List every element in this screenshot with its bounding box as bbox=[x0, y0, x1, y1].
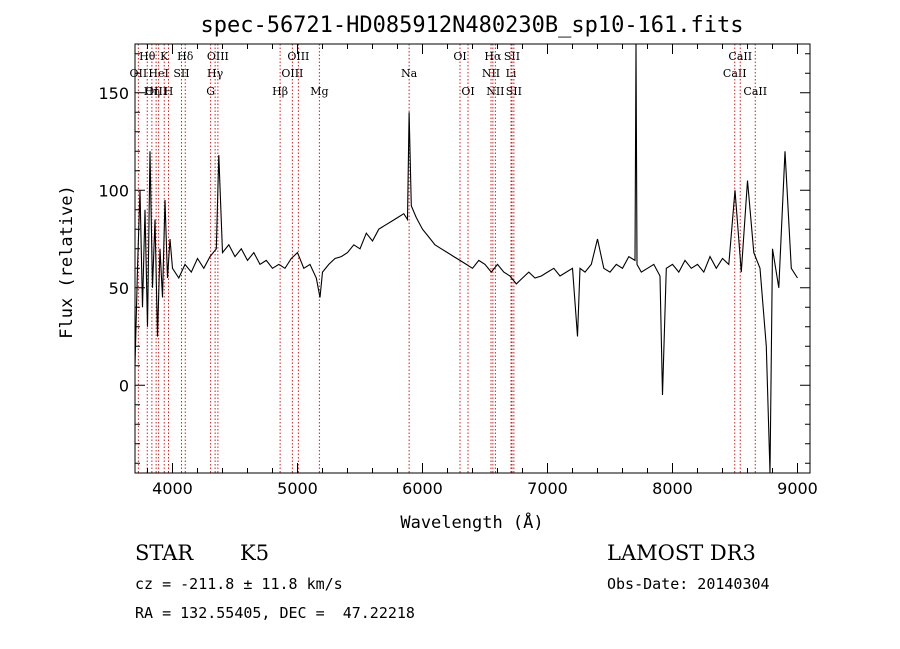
spectral-line-label: HeI bbox=[148, 67, 168, 80]
spectral-line-label: K bbox=[160, 50, 169, 63]
chart-title: spec-56721-HD085912N480230B_sp10-161.fit… bbox=[200, 13, 743, 38]
y-tick-label: 150 bbox=[98, 84, 129, 103]
spectral-line-label: OIII bbox=[287, 50, 309, 63]
spectrum-series bbox=[134, 43, 798, 474]
y-axis-label: Flux (relative) bbox=[57, 185, 77, 339]
y-tick-label: 0 bbox=[119, 376, 129, 395]
spectral-line-label: OI bbox=[453, 50, 466, 63]
coordinates: RA = 132.55405, DEC = 47.22218 bbox=[135, 604, 415, 622]
survey-name: LAMOST DR3 bbox=[607, 541, 756, 565]
redshift-cz: cz = -211.8 ± 11.8 km/s bbox=[135, 575, 343, 593]
observation-date: Obs-Date: 20140304 bbox=[607, 575, 770, 593]
spectral-line-label: SII bbox=[504, 50, 520, 63]
x-tick-label: 9000 bbox=[777, 479, 818, 498]
spectral-line-label: SII bbox=[173, 67, 189, 80]
spectral-line-label: SII bbox=[506, 85, 522, 98]
spectral-line-label: Hη bbox=[144, 85, 160, 98]
spectral-line-label: Hγ bbox=[207, 67, 224, 80]
x-tick-label: 4000 bbox=[152, 479, 193, 498]
x-tick-label: 6000 bbox=[402, 479, 443, 498]
object-subclass: K5 bbox=[240, 541, 270, 565]
spectral-line-label: OIII bbox=[281, 67, 303, 80]
spectral-line-label: Na bbox=[401, 67, 418, 80]
spectral-line-label: OI bbox=[461, 85, 474, 98]
spectral-line-label: Hδ bbox=[177, 50, 194, 63]
spectral-line-label: OIII bbox=[207, 50, 229, 63]
spectral-line-label: Mg bbox=[310, 85, 328, 98]
object-class: STAR bbox=[135, 541, 194, 565]
spectral-line-label: CaII bbox=[723, 67, 747, 80]
spectral-line-label: NII bbox=[482, 67, 500, 80]
x-axis: 4000 5000 6000 7000 8000 9000 bbox=[147, 44, 818, 498]
spectral-line-label: G bbox=[206, 85, 215, 98]
y-tick-label: 100 bbox=[98, 181, 129, 200]
spectral-line-label: OIII bbox=[145, 85, 167, 98]
y-tick-label: 50 bbox=[109, 279, 129, 298]
spectral-line-label: Hα bbox=[484, 50, 502, 63]
spectral-line-label: CaII bbox=[728, 50, 752, 63]
spectral-line-label: Hβ bbox=[272, 85, 288, 98]
spectral-line-label: NII bbox=[486, 85, 504, 98]
x-tick-label: 7000 bbox=[527, 479, 568, 498]
x-tick-label: 8000 bbox=[652, 479, 693, 498]
spectral-line-label: Hθ bbox=[139, 50, 156, 63]
x-tick-label: 5000 bbox=[277, 479, 318, 498]
spectral-line-label: CaII bbox=[743, 85, 767, 98]
x-axis-label: Wavelength (Å) bbox=[400, 511, 543, 533]
y-axis: 0 50 100 150 bbox=[98, 53, 810, 464]
spectral-line-label: Li bbox=[506, 67, 517, 80]
spectrum-line bbox=[134, 43, 798, 474]
spectral-line-label: H bbox=[164, 85, 174, 98]
